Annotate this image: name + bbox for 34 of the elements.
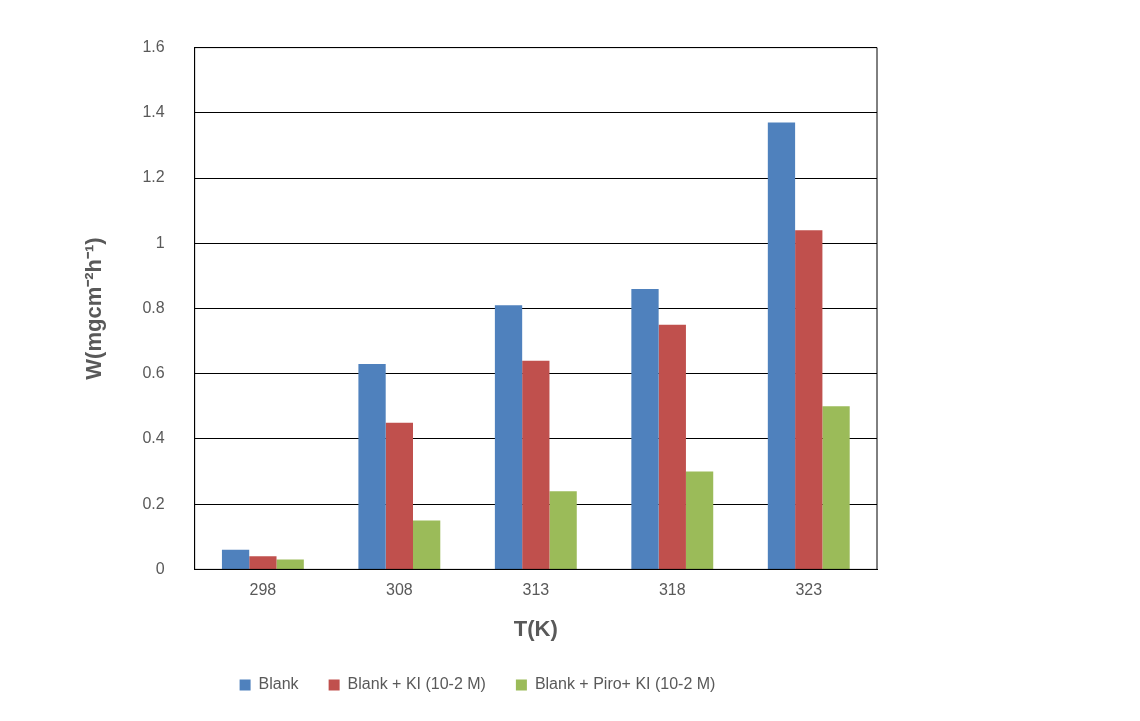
bar [276,559,304,569]
x-axis-title: T(K) [513,615,558,641]
bar [413,520,441,569]
bar [685,471,714,569]
x-tick-label: 313 [522,581,550,599]
bar [358,363,386,569]
bar [221,549,250,569]
legend-label: Blank + KI (10-2 M) [347,675,486,693]
bar [795,230,823,569]
bar [549,491,577,569]
y-tick-label: 0.2 [142,494,165,512]
bar [494,305,523,569]
bar [385,422,413,569]
bar [767,122,796,569]
x-tick-label: 298 [249,581,277,599]
y-tick-label: 1.2 [142,168,165,186]
bar [522,360,550,569]
y-tick-label: 0.6 [142,364,165,382]
x-tick-label: 318 [658,581,686,599]
y-tick-label: 0.8 [142,298,165,316]
legend-label: Blank [258,675,300,693]
y-tick-label: 1.6 [142,38,165,56]
bar [249,556,277,569]
legend-label: Blank + Piro+ KI (10-2 M) [534,675,716,693]
y-tick-label: 0.4 [142,429,165,447]
bar [658,324,686,569]
y-tick-label: 1 [155,233,165,251]
x-tick-label: 323 [795,581,823,599]
bar [631,288,659,569]
y-axis-title: W(mgcm⁻²h⁻¹) [81,237,107,380]
y-tick-label: 1.4 [142,103,165,121]
y-tick-label: 0 [155,559,165,577]
x-tick-label: 308 [386,581,413,599]
bar [822,406,850,569]
